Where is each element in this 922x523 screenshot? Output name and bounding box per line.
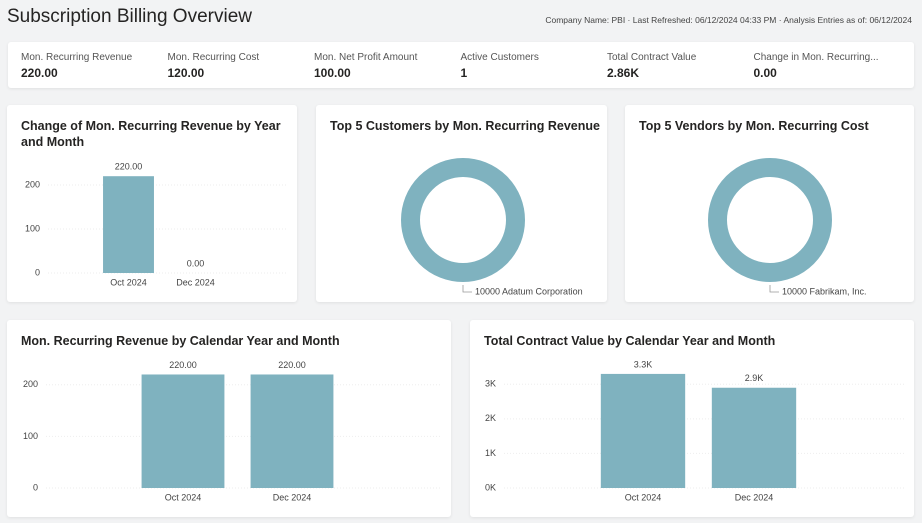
y-tick-label: 100 <box>25 223 40 233</box>
kpi-label: Change in Mon. Recurring... <box>753 52 879 63</box>
kpi-strip: Mon. Recurring Revenue 220.00 Mon. Recurri… <box>8 42 914 88</box>
value-label: 3.3K <box>634 359 653 369</box>
chart-card: Total Contract Value by Calendar Year an… <box>470 320 914 517</box>
chart-card: Mon. Recurring Revenue by Calendar Year … <box>7 320 451 517</box>
value-label: 0.00 <box>187 258 205 268</box>
value-label: 2.9K <box>745 373 764 383</box>
kpi: Mon. Recurring Cost 120.00 <box>168 52 303 80</box>
kpi-value: 220.00 <box>21 66 58 80</box>
kpi-value: 0.00 <box>753 66 777 80</box>
chart-title: Top 5 Customers by Mon. Recurring Revenu… <box>330 119 600 133</box>
x-tick-label: Dec 2024 <box>735 492 774 502</box>
x-tick-label: Dec 2024 <box>273 492 312 502</box>
y-tick-label: 2K <box>485 413 496 423</box>
x-tick-label: Oct 2024 <box>625 492 662 502</box>
kpi-value: 120.00 <box>167 66 205 80</box>
leader-line <box>769 285 779 293</box>
bar <box>141 374 225 488</box>
y-tick-label: 0 <box>33 482 38 492</box>
kpi-label: Mon. Net Profit Amount <box>314 52 418 63</box>
chart: 0K 1K 2K 3K 3.3K Oct 2024 2.9K Dec 2024 <box>485 359 904 502</box>
bar <box>600 373 686 488</box>
y-tick-label: 1K <box>485 448 496 458</box>
bar <box>711 387 797 488</box>
chart: 0 100 200 220.00 Oct 2024 0.00 Dec 2024 <box>25 162 287 287</box>
legend-label: 10000 Adatum Corporation <box>475 286 583 296</box>
refresh-info: Company Name: PBI · Last Refreshed: 06/1… <box>545 15 912 25</box>
kpi-label: Mon. Recurring Cost <box>167 52 260 63</box>
kpi-label: Active Customers <box>460 52 539 63</box>
legend-label: 10000 Fabrikam, Inc. <box>782 286 867 296</box>
y-tick-label: 3K <box>485 379 496 389</box>
chart-card: Top 5 Customers by Mon. Recurring Revenu… <box>316 105 607 302</box>
kpi-value: 2.86K <box>607 66 640 80</box>
x-tick-label: Dec 2024 <box>176 277 215 287</box>
chart: 10000 Fabrikam, Inc. <box>708 158 867 296</box>
y-tick-label: 200 <box>23 379 38 389</box>
chart-card: Top 5 Vendors by Mon. Recurring Cost 1000… <box>625 105 914 302</box>
kpi-label: Mon. Recurring Revenue <box>21 52 133 63</box>
kpi-label: Total Contract Value <box>607 52 697 63</box>
kpi: Total Contract Value 2.86K <box>607 52 742 80</box>
y-tick-label: 200 <box>25 179 40 189</box>
kpi: Mon. Net Profit Amount 100.00 <box>314 52 449 80</box>
chart: 10000 Adatum Corporation <box>401 158 583 296</box>
y-tick-label: 0 <box>35 267 40 277</box>
chart-title: Change of Mon. Recurring Revenue by Year… <box>21 119 281 149</box>
chart-card: Change of Mon. Recurring Revenue by Year… <box>7 105 297 302</box>
leader-line <box>462 285 472 293</box>
kpi: Change in Mon. Recurring... 0.00 <box>754 52 889 80</box>
chart: 0 100 200 220.00 Oct 2024 220.00 Dec 2024 <box>23 360 441 502</box>
page-title: Subscription Billing Overview <box>7 6 252 27</box>
value-label: 220.00 <box>278 360 306 370</box>
donut-slice <box>708 158 832 282</box>
kpi-value: 100.00 <box>314 66 351 80</box>
y-tick-label: 0K <box>485 482 496 492</box>
x-tick-label: Oct 2024 <box>110 277 147 287</box>
y-tick-label: 100 <box>23 431 38 441</box>
value-label: 220.00 <box>115 162 143 172</box>
bar <box>103 176 154 273</box>
chart-title: Top 5 Vendors by Mon. Recurring Cost <box>639 119 869 133</box>
bar <box>250 374 334 488</box>
value-label: 220.00 <box>169 360 197 370</box>
x-tick-label: Oct 2024 <box>165 492 202 502</box>
kpi: Mon. Recurring Revenue 220.00 <box>21 52 156 80</box>
chart-title: Mon. Recurring Revenue by Calendar Year … <box>21 334 340 348</box>
kpi-value: 1 <box>460 66 468 80</box>
kpi: Active Customers 1 <box>461 52 596 80</box>
donut-slice <box>401 158 525 282</box>
chart-title: Total Contract Value by Calendar Year an… <box>484 334 776 348</box>
